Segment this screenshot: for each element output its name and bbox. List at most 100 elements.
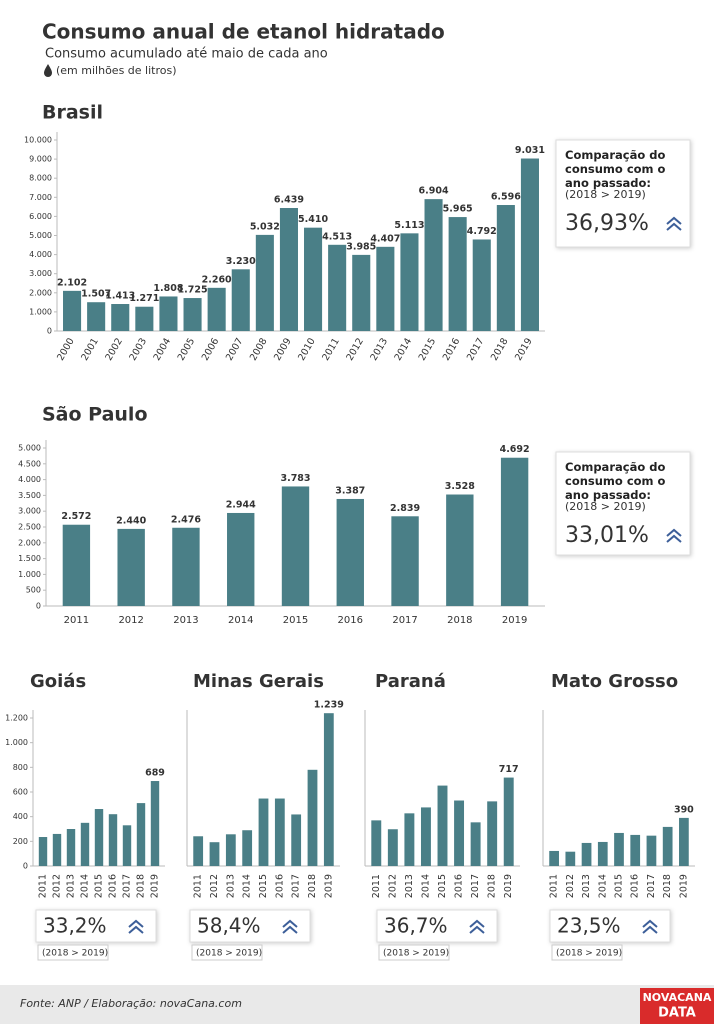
bar: [424, 199, 443, 331]
x-tick-label: 2016: [630, 874, 641, 898]
bar: [420, 807, 431, 866]
x-tick-label: 2017: [392, 615, 417, 626]
value-label: 4.792: [467, 226, 497, 237]
bar: [371, 820, 382, 866]
comparison-period: (2018 > 2019): [556, 949, 622, 959]
logo-top: NOVACANA: [643, 991, 712, 1004]
up-chevron: [666, 216, 682, 225]
bar: [108, 814, 118, 866]
bar: [209, 842, 220, 866]
bar: [291, 814, 302, 866]
up-chevron: [666, 528, 682, 537]
bar: [549, 850, 559, 866]
page-subtitle: Consumo acumulado até maio de cada ano: [45, 47, 328, 62]
x-tick-label: 2016: [108, 874, 119, 898]
bar: [520, 158, 539, 331]
bar: [679, 817, 689, 866]
x-tick-label: 2011: [371, 874, 382, 898]
x-tick-label: 2015: [437, 874, 448, 898]
value-label: 717: [499, 764, 519, 775]
value-label: 5.410: [298, 214, 328, 225]
bar: [94, 809, 104, 866]
comparison-period: (2018 > 2019): [42, 949, 108, 959]
value-label: 3.230: [226, 256, 256, 267]
value-label: 2.839: [390, 503, 420, 514]
comparison-change: 33,01%: [565, 523, 649, 548]
value-label: 4.407: [370, 233, 400, 244]
bar: [193, 836, 204, 866]
footer-band: [0, 985, 714, 1024]
value-label: 4.692: [500, 444, 530, 455]
y-tick-label: 1.200: [5, 714, 28, 723]
y-tick-label: 10.000: [24, 136, 52, 145]
x-tick-label: 2011: [549, 874, 560, 898]
comparison-title-wrap: Comparação do consumo com o ano passado:: [565, 460, 666, 502]
x-tick-label: 2014: [228, 615, 253, 626]
value-label: 4.513: [322, 231, 352, 242]
x-tick-label: 2017: [470, 874, 481, 898]
up-chevron: [282, 919, 298, 928]
up-chevron: [666, 222, 682, 231]
chart-title: Brasil: [42, 102, 103, 124]
comparison-period: (2018 > 2019): [565, 500, 646, 513]
comparison-title: Comparação do consumo com o ano passado:: [565, 460, 666, 502]
bar: [472, 239, 491, 331]
comparison-change: 23,5%: [557, 914, 621, 938]
x-tick-label: 2019: [502, 615, 527, 626]
comparison-period: (2018 > 2019): [383, 949, 449, 959]
x-tick-label: 2012: [118, 615, 143, 626]
x-tick-label: 2018: [447, 615, 472, 626]
bar: [597, 841, 608, 866]
comparison-change: 36,93%: [565, 211, 649, 236]
value-label: 1.725: [178, 285, 208, 296]
x-tick-label: 2012: [209, 874, 220, 898]
comparison-period: (2018 > 2019): [196, 949, 262, 959]
bar: [646, 835, 657, 866]
x-tick-label: 2017: [646, 874, 657, 898]
y-tick-label: 4.000: [18, 475, 41, 484]
bar: [111, 304, 130, 331]
x-tick-label: 2013: [581, 874, 592, 898]
bar: [470, 822, 481, 866]
bar: [400, 233, 419, 331]
x-tick-label: 2013: [404, 874, 415, 898]
bar: [66, 829, 76, 866]
x-tick-label: 2018: [487, 874, 498, 898]
value-label: 1.239: [314, 700, 344, 711]
x-tick-label: 2019: [150, 874, 161, 898]
x-tick-label: 2016: [274, 874, 285, 898]
period-box: [551, 944, 623, 961]
up-chevron: [642, 919, 658, 928]
value-label: 6.596: [491, 192, 521, 203]
bar: [454, 800, 465, 866]
footer-source: Fonte: ANP / Elaboração: novaCana.com: [20, 997, 242, 1010]
bar: [207, 287, 226, 331]
comparison-title: Comparação do consumo com o ano passado:: [565, 148, 666, 190]
chart-title: Minas Gerais: [193, 671, 324, 692]
up-chevron: [642, 925, 658, 934]
bar: [38, 837, 48, 866]
value-label: 1.507: [81, 289, 111, 300]
comparison-change: 33,2%: [43, 914, 107, 938]
x-tick-label: 2012: [387, 874, 398, 898]
bar: [227, 512, 255, 606]
y-tick-label: 500: [26, 586, 41, 595]
bar: [136, 803, 146, 866]
y-tick-label: 2.000: [18, 538, 41, 547]
y-tick-label: 3.500: [18, 491, 41, 500]
chart-title: Paraná: [375, 671, 446, 692]
y-tick-label: 1.500: [18, 554, 41, 563]
bar: [307, 769, 318, 866]
x-tick-label: 2013: [173, 615, 198, 626]
y-tick-label: 6.000: [29, 212, 52, 221]
y-tick-label: 5.000: [29, 231, 52, 240]
bar: [117, 528, 145, 606]
y-tick-label: 3.000: [29, 269, 52, 278]
value-label: 2.102: [57, 277, 87, 288]
up-chevron: [128, 925, 144, 934]
bar: [323, 713, 334, 866]
bar: [352, 254, 371, 331]
x-tick-label: 2015: [614, 874, 625, 898]
y-tick-label: 8.000: [29, 174, 52, 183]
bar: [159, 296, 178, 331]
